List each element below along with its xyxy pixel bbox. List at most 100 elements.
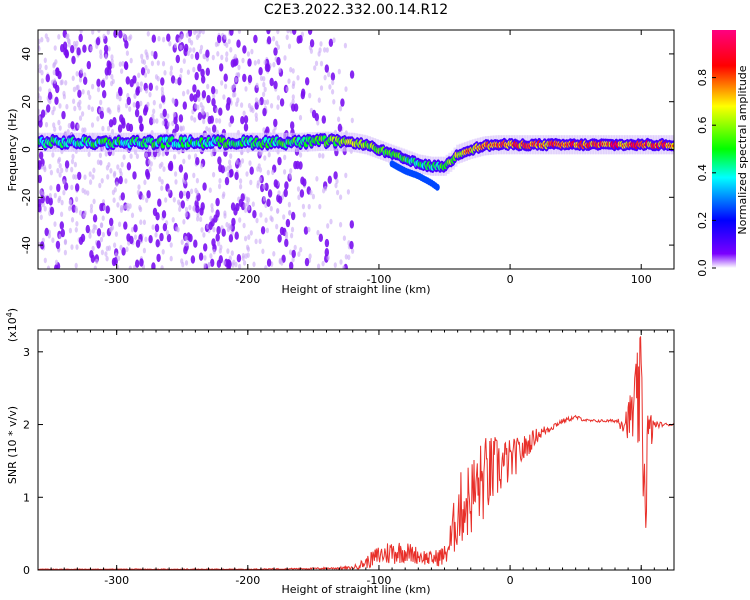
noise-speckle — [62, 189, 66, 196]
noise-speckle — [83, 174, 87, 180]
noise-speckle — [327, 175, 332, 184]
noise-speckle — [129, 57, 133, 64]
noise-speckle — [144, 64, 148, 71]
noise-speckle — [96, 78, 101, 88]
noise-speckle — [139, 86, 143, 93]
noise-speckle — [230, 85, 234, 91]
noise-speckle — [202, 182, 207, 191]
noise-speckle — [328, 84, 332, 90]
noise-speckle — [147, 159, 151, 165]
noise-speckle — [216, 51, 220, 57]
noise-speckle — [105, 74, 109, 80]
noise-speckle — [83, 76, 88, 86]
noise-speckle — [91, 228, 95, 234]
noise-speckle — [249, 179, 253, 186]
colorbar-tick-label: 0.2 — [696, 212, 709, 230]
noise-speckle — [284, 231, 289, 237]
noise-speckle — [308, 253, 312, 259]
noise-speckle — [287, 78, 291, 84]
noise-speckle — [187, 37, 192, 44]
colorbar-tick-label: 0.6 — [696, 116, 709, 134]
noise-speckle — [160, 77, 165, 86]
noise-speckle — [206, 94, 211, 104]
noise-speckle — [167, 188, 171, 194]
noise-speckle — [135, 153, 139, 160]
noise-speckle — [78, 210, 83, 216]
noise-speckle — [71, 75, 75, 82]
noise-speckle — [119, 244, 123, 251]
noise-speckle — [293, 244, 297, 251]
noise-speckle — [113, 242, 117, 248]
noise-speckle — [119, 114, 124, 123]
noise-speckle — [237, 72, 241, 78]
noise-speckle — [119, 207, 124, 213]
noise-speckle — [102, 205, 107, 211]
noise-speckle — [94, 224, 98, 231]
noise-speckle — [254, 238, 258, 245]
noise-speckle — [101, 125, 105, 132]
noise-speckle — [216, 226, 221, 235]
noise-speckle — [141, 194, 145, 201]
noise-speckle — [45, 74, 50, 83]
noise-speckle — [124, 178, 128, 184]
x-tick-label: 100 — [631, 574, 652, 587]
noise-speckle — [192, 66, 196, 73]
carrier-peak — [671, 144, 674, 148]
noise-speckle — [148, 166, 152, 172]
noise-speckle — [207, 262, 211, 268]
noise-speckle — [78, 105, 82, 111]
noise-speckle — [263, 155, 267, 161]
noise-speckle — [96, 228, 102, 237]
noise-speckle — [40, 78, 45, 84]
noise-speckle — [194, 103, 198, 109]
noise-speckle — [264, 182, 269, 192]
noise-speckle — [326, 223, 330, 229]
noise-speckle — [132, 171, 137, 180]
noise-speckle — [38, 67, 42, 74]
noise-speckle — [296, 186, 301, 192]
noise-speckle — [190, 115, 194, 121]
noise-speckle — [76, 123, 80, 130]
noise-speckle — [244, 86, 248, 92]
noise-speckle — [302, 178, 307, 187]
noise-speckle — [111, 189, 115, 196]
colorbar-tick-label: 0.0 — [696, 259, 709, 277]
noise-speckle — [326, 254, 330, 261]
noise-speckle — [241, 57, 245, 64]
noise-speckle — [78, 236, 84, 245]
noise-speckle — [145, 197, 149, 203]
y-tick-label: 2 — [23, 419, 30, 432]
noise-speckle — [206, 83, 210, 90]
noise-speckle — [318, 203, 322, 210]
noise-speckle — [333, 262, 337, 268]
noise-speckle — [182, 219, 186, 225]
noise-speckle — [210, 151, 214, 157]
noise-speckle — [238, 217, 242, 223]
noise-speckle — [38, 86, 42, 92]
noise-speckle — [248, 160, 252, 166]
spectrogram-marks — [38, 30, 674, 269]
noise-speckle — [247, 234, 251, 240]
noise-speckle — [53, 78, 57, 84]
noise-speckle — [149, 117, 154, 126]
noise-speckle — [129, 153, 133, 159]
noise-speckle — [279, 226, 285, 236]
noise-speckle — [317, 51, 321, 57]
noise-speckle — [64, 80, 68, 86]
noise-speckle — [230, 59, 235, 68]
noise-speckle — [218, 183, 222, 190]
noise-speckle — [56, 167, 60, 174]
noise-speckle — [220, 80, 224, 86]
noise-speckle — [63, 239, 67, 246]
noise-speckle — [80, 68, 84, 74]
noise-speckle — [272, 35, 276, 42]
noise-speckle — [116, 164, 120, 170]
snr-frame — [37, 329, 675, 571]
noise-speckle — [75, 221, 79, 227]
noise-speckle — [88, 171, 92, 177]
noise-speckle — [236, 39, 241, 48]
noise-speckle — [316, 229, 320, 236]
noise-speckle — [314, 60, 319, 67]
noise-speckle — [169, 65, 173, 71]
noise-speckle — [58, 125, 62, 131]
